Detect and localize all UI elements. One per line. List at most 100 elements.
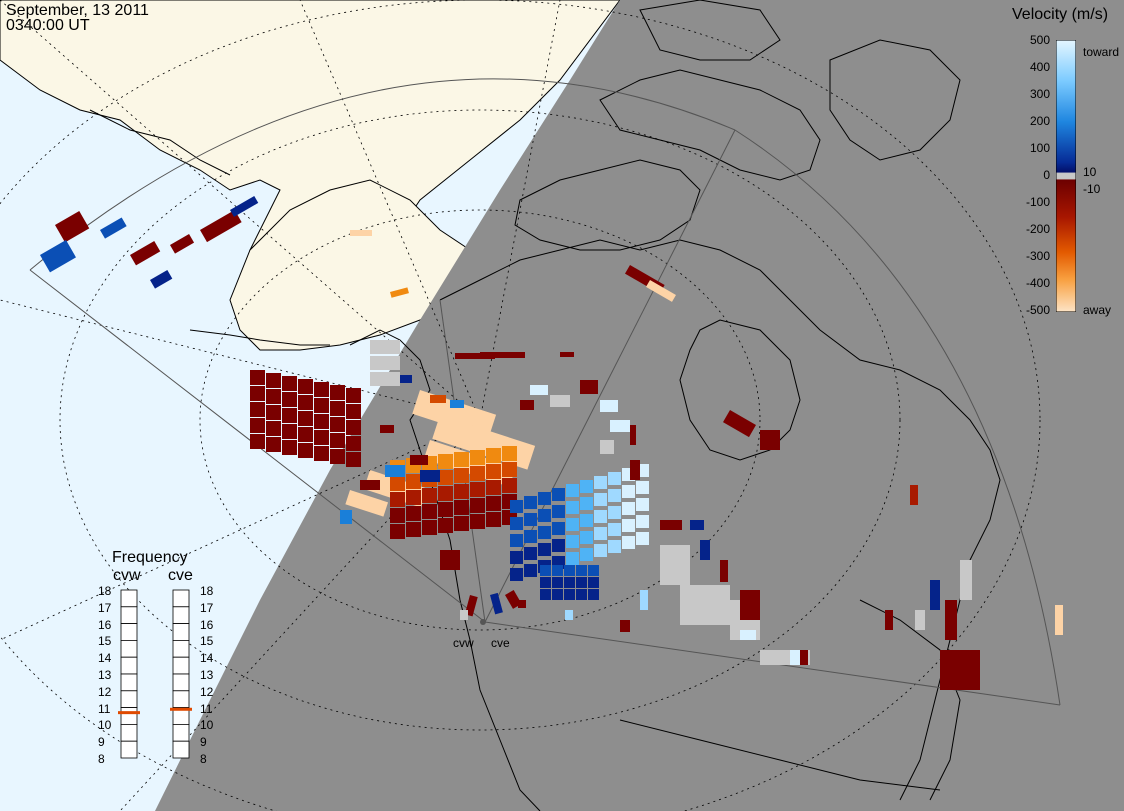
velocity-cell [454,452,469,467]
velocity-cell [518,600,526,608]
velocity-cell [314,382,329,397]
frequency-scale-right: 15 [200,634,214,649]
velocity-cell [340,510,352,524]
velocity-cell [250,418,265,433]
velocity-cell [450,400,464,408]
velocity-cell [370,372,400,386]
frequency-cell [120,656,138,675]
velocity-cell [360,480,380,490]
velocity-cell [552,565,563,576]
velocity-cell [406,522,421,537]
colorbar-tick-label: -500 [1025,303,1050,317]
velocity-cell [470,482,485,497]
velocity-cell [538,543,551,556]
velocity-cell [470,450,485,465]
velocity-cell [390,492,405,507]
velocity-cell [636,481,649,494]
frequency-scale-left: 9 [98,735,105,750]
velocity-cell [486,448,501,463]
frequency-cell [120,707,138,725]
velocity-cell [610,420,630,432]
velocity-cell [576,589,587,600]
velocity-cell [594,510,607,523]
frequency-scale-right: 12 [200,684,214,699]
velocity-cell [564,577,575,588]
velocity-cell [470,514,485,529]
velocity-cell [740,630,756,640]
velocity-cell [940,650,980,690]
velocity-cell [564,565,575,576]
velocity-cell [622,485,635,498]
colorbar-tick-label: -200 [1025,222,1050,236]
velocity-cell [622,502,635,515]
velocity-cell [250,402,265,417]
velocity-cell [580,380,598,394]
velocity-cell [99,217,127,239]
velocity-cell [552,539,565,552]
velocity-cell [622,519,635,532]
frequency-cell [120,723,138,742]
velocity-cell [580,548,593,561]
velocity-cell [502,462,517,477]
pos10-label: 10 [1083,165,1097,179]
velocity-cell [298,443,313,458]
velocity-cell [540,577,551,588]
velocity-cell [422,504,437,519]
velocity-cell [552,577,563,588]
frequency-scale-right: 14 [200,651,214,666]
velocity-cell [524,564,537,577]
velocity-cell [282,424,297,439]
velocity-cell [580,497,593,510]
velocity-cell [464,595,478,617]
velocity-cell [266,373,281,388]
velocity-cell [149,269,173,289]
colorbar-tick-label: -300 [1025,249,1050,263]
velocity-cell [370,356,400,370]
frequency-marker-cve [170,707,192,711]
velocity-cell [55,211,90,243]
neg10-label: -10 [1083,182,1101,196]
velocity-cell [600,440,614,454]
velocity-cell [406,490,421,505]
velocity-cell [330,433,345,448]
velocity-cell [266,437,281,452]
colorbar-title: Velocity (m/s) [1012,6,1109,23]
colorbar-tick-label: -400 [1025,276,1050,290]
velocity-cell [622,536,635,549]
velocity-cell [454,500,469,515]
time-label: 0340:00 UT [6,17,90,34]
velocity-cell [266,421,281,436]
velocity-cell [636,498,649,511]
away-label: away [1083,303,1112,317]
colorbar [1056,40,1076,312]
frequency-bars [118,589,192,759]
velocity-cell [314,398,329,413]
frequency-scale-right: 16 [200,617,214,632]
frequency-radar-cve: cve [168,567,193,584]
frequency-cell [172,673,190,692]
velocity-cell [282,376,297,391]
velocity-cell [250,434,265,449]
velocity-cell [460,610,468,620]
velocity-cell [700,540,710,560]
velocity-cell [454,468,469,483]
velocity-cell [455,353,495,359]
graticule [0,0,1041,811]
velocity-cell [594,476,607,489]
frequency-cell [172,740,190,759]
velocity-cell [524,547,537,560]
velocity-cell [298,379,313,394]
velocity-cells [40,196,1063,690]
velocity-cell [502,478,517,493]
velocity-cell [510,551,523,564]
velocity-cell [282,408,297,423]
colorbar-tick-label: -100 [1025,195,1050,209]
frequency-scale-right: 9 [200,735,207,750]
velocity-cell [608,540,621,553]
velocity-cell [438,454,453,469]
frequency-title: Frequency [112,549,188,566]
frequency-scale-left: 8 [98,752,105,766]
velocity-cell [564,589,575,600]
velocity-cell [406,506,421,521]
velocity-cell [910,485,918,505]
